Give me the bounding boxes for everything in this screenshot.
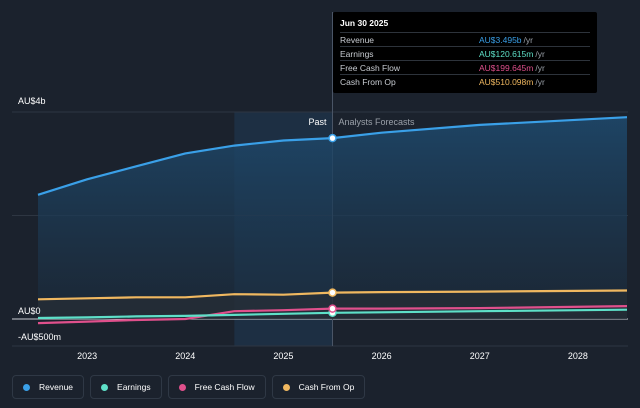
cash-from-op-line xyxy=(37,289,628,301)
x-axis-label: 2025 xyxy=(273,351,293,361)
legend-dot-icon xyxy=(178,383,186,391)
x-axis-label: 2023 xyxy=(77,351,97,361)
x-axis-label: 2027 xyxy=(470,351,490,361)
revenue-line xyxy=(37,116,628,196)
revenue-area xyxy=(38,117,627,319)
tooltip-row-free-cash-flow: Free Cash Flow AU$199.645m /yr xyxy=(340,60,590,74)
free-cash-flow-line xyxy=(37,305,628,325)
tooltip-unit: /yr xyxy=(535,76,545,87)
tooltip-value: AU$510.098m xyxy=(479,76,534,87)
past-label: Past xyxy=(308,117,327,127)
tooltip-date: Jun 30 2025 xyxy=(340,18,389,28)
y-axis-label: AU$4b xyxy=(18,96,46,106)
earnings-line xyxy=(37,308,628,320)
legend-item-cash-from-op[interactable]: Cash From Op xyxy=(271,375,366,399)
cash-from-op-point xyxy=(328,288,337,297)
legend-dot-icon xyxy=(282,383,290,391)
legend-item-earnings[interactable]: Earnings xyxy=(90,375,162,399)
legend-label: Revenue xyxy=(39,382,74,392)
revenue-point xyxy=(328,133,337,143)
chart-legend: Revenue Earnings Free Cash Flow Cash Fro… xyxy=(12,375,366,399)
legend-label: Earnings xyxy=(117,382,151,392)
legend-item-free-cash-flow[interactable]: Free Cash Flow xyxy=(167,375,266,399)
y-axis-label: AU$0 xyxy=(18,306,41,316)
tooltip-value: AU$120.615m xyxy=(479,48,534,59)
tooltip-value: AU$3.495b xyxy=(479,34,522,45)
tooltip-label: Revenue xyxy=(340,34,375,45)
forecast-label: Analysts Forecasts xyxy=(339,117,416,127)
y-axis-label: -AU$500m xyxy=(18,332,61,342)
legend-label: Cash From Op xyxy=(298,382,355,392)
tooltip-label: Free Cash Flow xyxy=(340,62,400,73)
x-axis-label: 2028 xyxy=(568,351,588,361)
free-cash-flow-point xyxy=(328,304,337,313)
legend-dot-icon xyxy=(101,383,109,391)
x-axis-label: 2026 xyxy=(372,351,392,361)
legend-item-revenue[interactable]: Revenue xyxy=(12,375,85,399)
tooltip-label: Cash From Op xyxy=(340,76,396,87)
tooltip-value: AU$199.645m xyxy=(479,62,534,73)
tooltip-label: Earnings xyxy=(340,48,374,59)
tooltip-row-cash-from-op: Cash From Op AU$510.098m /yr xyxy=(340,74,590,88)
data-tooltip: Jun 30 2025 Revenue AU$3.495b /yr Earnin… xyxy=(333,12,597,93)
tooltip-row-earnings: Earnings AU$120.615m /yr xyxy=(340,46,590,60)
tooltip-row-revenue: Revenue AU$3.495b /yr xyxy=(340,32,590,46)
x-axis-label: 2024 xyxy=(175,351,195,361)
legend-dot-icon xyxy=(23,383,30,391)
tooltip-unit: /yr xyxy=(523,34,533,45)
tooltip-unit: /yr xyxy=(535,62,545,73)
legend-label: Free Cash Flow xyxy=(194,382,255,392)
tooltip-unit: /yr xyxy=(535,48,545,59)
